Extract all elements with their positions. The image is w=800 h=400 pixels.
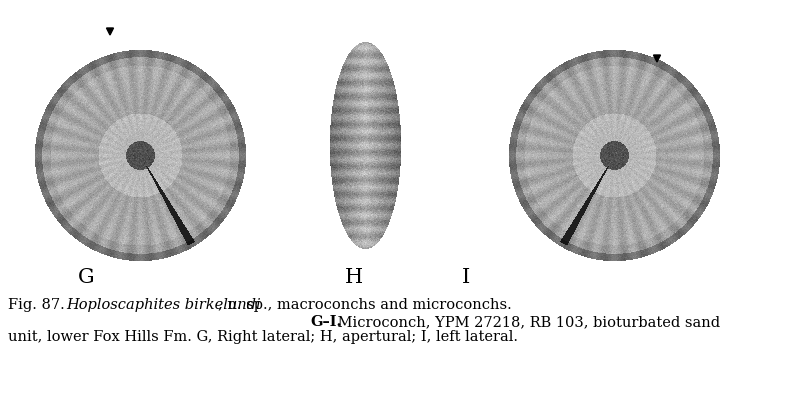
Text: Microconch, YPM 27218, RB 103, bioturbated sand: Microconch, YPM 27218, RB 103, bioturbat… [333,315,720,329]
Text: , n. sp., macroconchs and microconchs.: , n. sp., macroconchs and microconchs. [218,298,512,312]
Polygon shape [654,55,661,62]
Text: unit, lower Fox Hills Fm. G, Right lateral; H, apertural; I, left lateral.: unit, lower Fox Hills Fm. G, Right later… [8,330,518,344]
Text: G: G [78,268,94,287]
Text: H: H [345,268,363,287]
Text: I: I [462,268,470,287]
Text: Hoploscaphites birkelundi: Hoploscaphites birkelundi [66,298,261,312]
Polygon shape [106,28,114,35]
Text: G–I.: G–I. [310,315,342,329]
Text: Fig. 87.: Fig. 87. [8,298,78,312]
